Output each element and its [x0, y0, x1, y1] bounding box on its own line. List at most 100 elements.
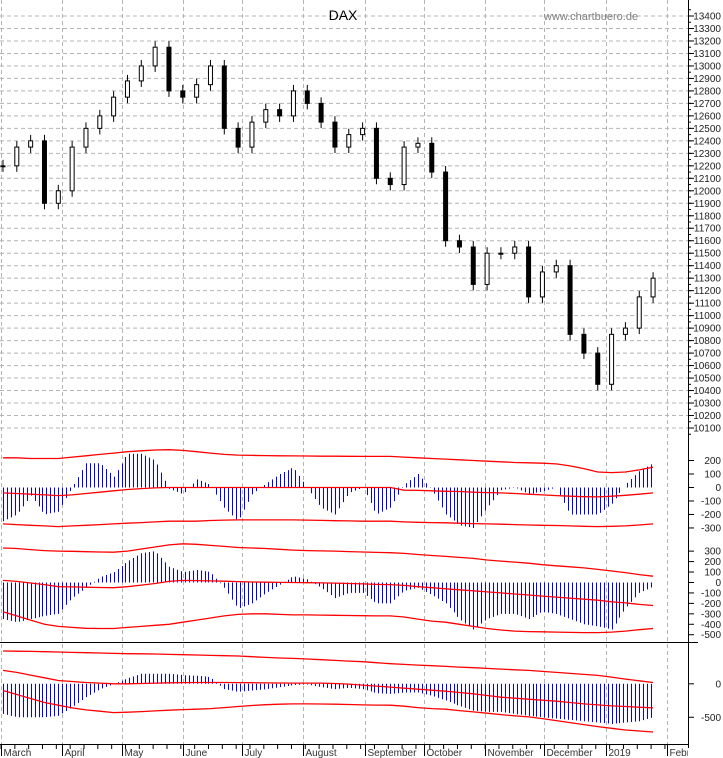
plot-area	[0, 41, 656, 733]
y-tick-label: 11200	[694, 286, 722, 297]
y-tick-label: 11700	[694, 224, 722, 235]
price-bar	[553, 265, 559, 273]
price-bar	[650, 277, 656, 298]
y-tick-label: 11900	[694, 199, 722, 210]
y-tick-label: 10400	[693, 386, 721, 397]
price-bar	[0, 165, 6, 168]
month-label: 2019	[609, 748, 632, 758]
price-bar	[69, 146, 75, 192]
price-bar	[567, 265, 573, 335]
price-bar	[221, 65, 227, 129]
price-bar	[290, 90, 296, 117]
price-bar	[166, 46, 172, 92]
price-bar	[207, 65, 213, 86]
y-tick-label: 13200	[693, 36, 721, 47]
y-tick-label: 10200	[693, 411, 721, 422]
y-tick-label: 11600	[694, 236, 722, 247]
y-tick-label: 10300	[693, 399, 721, 410]
month-label: December	[547, 748, 594, 758]
y-tick-label: 11400	[694, 261, 722, 272]
price-bar	[263, 109, 269, 123]
y-tick-label: 12100	[693, 174, 721, 185]
price-bar	[318, 102, 324, 123]
y-tick-label: -500	[701, 713, 721, 724]
price-bar	[539, 271, 545, 298]
y-tick-label: 13300	[693, 24, 721, 35]
middle-line	[2, 486, 654, 498]
y-tick-label: 12500	[693, 124, 721, 135]
price-bar	[235, 127, 241, 148]
price-bar	[360, 127, 366, 136]
price-bar	[484, 252, 490, 285]
y-tick-label: 200	[704, 557, 721, 568]
price-bar	[332, 121, 338, 148]
y-tick-label: 13100	[693, 49, 721, 60]
y-tick-label: -200	[701, 510, 721, 521]
y-tick-label: 10900	[693, 324, 721, 335]
price-bar	[346, 134, 352, 148]
chart-title: DAX	[329, 7, 358, 23]
price-bar	[194, 84, 200, 98]
price-bar	[470, 246, 476, 285]
month-label: February	[670, 748, 710, 758]
y-tick-label: 10600	[693, 361, 721, 372]
price-bar	[111, 96, 117, 117]
y-tick-label: 12900	[693, 74, 721, 85]
month-label: May	[125, 748, 144, 758]
middle-line	[2, 669, 654, 709]
y-tick-label: 12700	[693, 99, 721, 110]
price-bar	[401, 146, 407, 186]
price-bar	[512, 246, 518, 254]
price-bar	[277, 109, 283, 117]
month-label: April	[65, 748, 85, 758]
price-bar	[429, 142, 435, 173]
gridlines	[0, 0, 688, 744]
y-tick-label: 0	[715, 483, 721, 494]
lower-band	[2, 611, 654, 634]
price-bar	[581, 333, 587, 354]
price-bar	[55, 190, 61, 204]
price-bar	[373, 127, 379, 179]
y-tick-label: 100	[704, 469, 721, 480]
y-tick-label: 0	[715, 578, 721, 589]
price-series	[0, 41, 656, 391]
price-bar	[249, 121, 255, 148]
price-bar	[180, 90, 186, 98]
y-tick-label: -300	[701, 523, 721, 534]
price-bar	[498, 252, 504, 255]
price-bar	[415, 142, 421, 148]
y-tick-label: -200	[701, 599, 721, 610]
y-tick-label: 200	[704, 456, 721, 467]
y-tick-label: 10700	[693, 349, 721, 360]
upper-band	[3, 449, 654, 474]
watermark: www.chartbuero.de	[543, 11, 638, 23]
upper-band	[2, 543, 654, 577]
y-tick-label: 11500	[694, 249, 722, 260]
y-tick-label: 11000	[694, 311, 722, 322]
month-label: March	[4, 748, 32, 758]
y-tick-label: 10800	[693, 336, 721, 347]
price-bar	[28, 140, 34, 148]
price-bar	[622, 327, 628, 335]
price-bar	[609, 333, 615, 385]
month-label: June	[186, 748, 208, 758]
y-tick-label: 11800	[694, 211, 722, 222]
y-tick-label: 12600	[693, 111, 721, 122]
month-label: November	[488, 748, 535, 758]
y-tick-label: 11100	[695, 299, 722, 310]
price-bar	[138, 65, 144, 82]
indicator-panel-2	[2, 543, 654, 634]
price-bar	[124, 80, 130, 98]
price-bar	[636, 296, 642, 329]
upper-band	[2, 650, 654, 684]
price-bar	[152, 46, 158, 67]
month-label: September	[368, 748, 418, 758]
y-tick-label: 10100	[693, 424, 721, 435]
lower-band	[2, 689, 654, 733]
y-tick-label: 13000	[693, 61, 721, 72]
price-bar	[526, 246, 532, 298]
y-tick-label: 100	[704, 568, 721, 579]
month-label: August	[306, 748, 337, 758]
y-tick-label: 12400	[693, 136, 721, 147]
y-tick-label: 12300	[693, 149, 721, 160]
